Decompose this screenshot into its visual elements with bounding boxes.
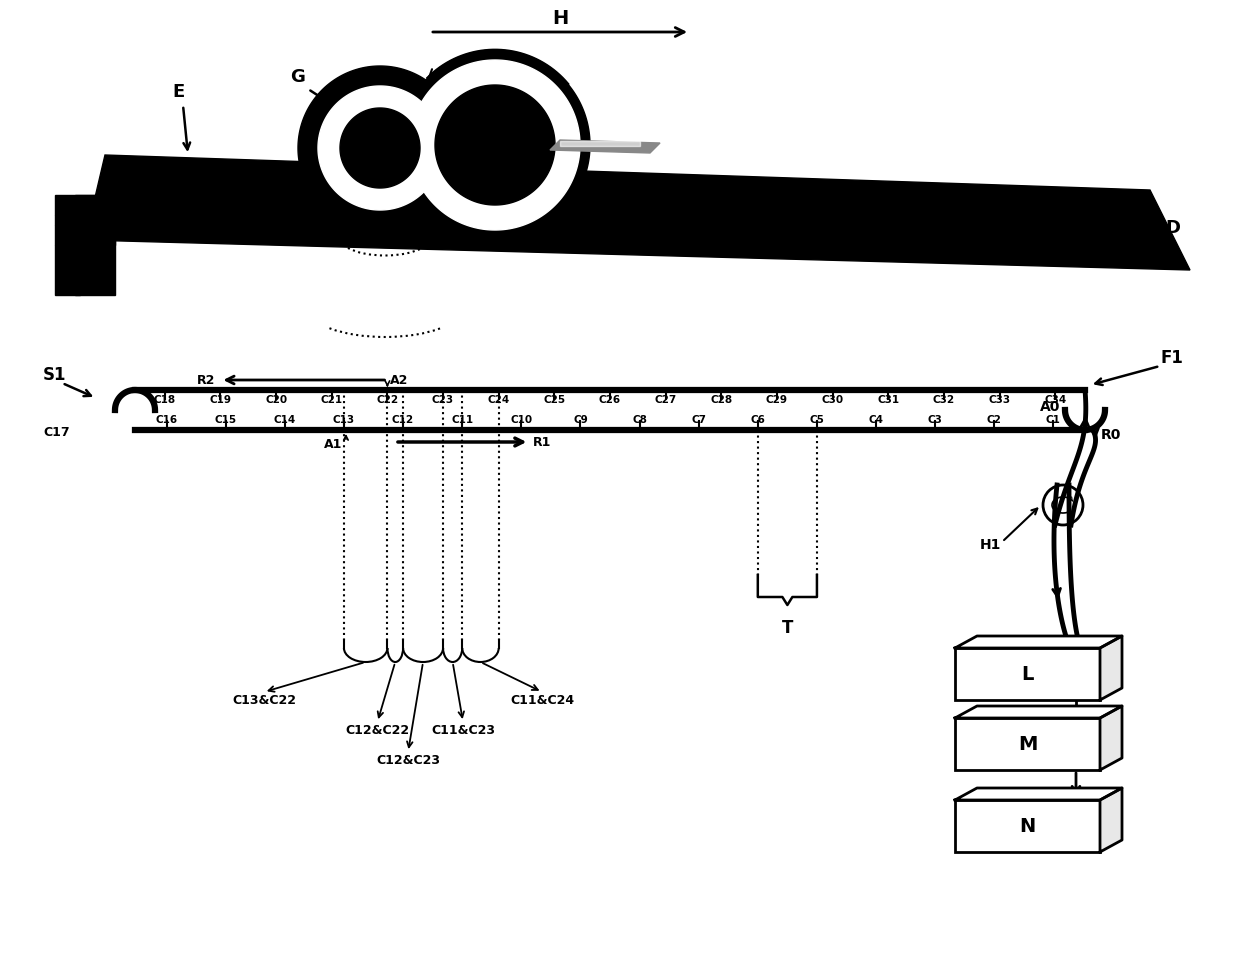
Text: C26: C26 [599, 395, 621, 405]
Text: C25: C25 [543, 395, 565, 405]
Text: A1: A1 [324, 437, 342, 451]
Text: C4: C4 [868, 415, 884, 425]
FancyBboxPatch shape [955, 648, 1100, 700]
Text: C12&C22: C12&C22 [346, 723, 409, 737]
Polygon shape [401, 50, 590, 240]
Polygon shape [86, 155, 1190, 270]
Text: H1: H1 [980, 538, 1002, 552]
Text: M: M [1018, 735, 1037, 753]
Polygon shape [1100, 788, 1122, 852]
Text: A0: A0 [1040, 400, 1060, 413]
Text: C10: C10 [510, 415, 532, 425]
Polygon shape [55, 245, 81, 295]
Polygon shape [55, 225, 115, 245]
Polygon shape [551, 140, 660, 153]
Text: E: E [172, 83, 185, 101]
Text: S1: S1 [43, 366, 67, 384]
Polygon shape [55, 195, 115, 215]
Text: C23: C23 [432, 395, 454, 405]
Text: A2: A2 [391, 373, 409, 387]
Polygon shape [1100, 636, 1122, 700]
Text: C28: C28 [711, 395, 733, 405]
Text: C9: C9 [573, 415, 588, 425]
Text: C18: C18 [154, 395, 176, 405]
Text: C24: C24 [487, 395, 510, 405]
Polygon shape [560, 141, 640, 146]
Text: C12&C23: C12&C23 [376, 753, 440, 767]
Text: C20: C20 [265, 395, 288, 405]
FancyBboxPatch shape [955, 800, 1100, 852]
Text: G: G [290, 68, 305, 86]
Polygon shape [955, 788, 1122, 800]
Text: D: D [1166, 219, 1180, 237]
Text: C27: C27 [655, 395, 677, 405]
Polygon shape [410, 60, 580, 230]
Text: C14: C14 [274, 415, 296, 425]
Text: C11&C23: C11&C23 [432, 723, 495, 737]
Polygon shape [955, 636, 1122, 648]
Text: R0: R0 [1101, 429, 1121, 442]
Text: R2: R2 [197, 373, 216, 387]
Polygon shape [1100, 706, 1122, 770]
Text: C12: C12 [392, 415, 414, 425]
Polygon shape [298, 66, 463, 230]
Text: L: L [1022, 664, 1034, 683]
Polygon shape [340, 108, 420, 188]
Text: C34: C34 [1044, 395, 1066, 405]
Text: C33: C33 [988, 395, 1011, 405]
FancyBboxPatch shape [955, 718, 1100, 770]
Text: C13&C22: C13&C22 [232, 694, 296, 706]
Text: C6: C6 [750, 415, 765, 425]
Text: N: N [1019, 816, 1035, 835]
Text: C22: C22 [377, 395, 398, 405]
Text: C1: C1 [1047, 415, 1061, 425]
Text: T: T [781, 619, 794, 637]
Text: C2: C2 [987, 415, 1002, 425]
Text: C32: C32 [932, 395, 955, 405]
Text: R1: R1 [533, 435, 552, 449]
Text: C17: C17 [43, 427, 69, 439]
Text: C5: C5 [810, 415, 825, 425]
Polygon shape [74, 195, 115, 295]
Text: C8: C8 [632, 415, 647, 425]
Text: C13: C13 [332, 415, 355, 425]
Polygon shape [955, 706, 1122, 718]
Text: C11&C24: C11&C24 [510, 694, 574, 706]
Text: C15: C15 [215, 415, 237, 425]
Polygon shape [317, 86, 441, 210]
Text: C31: C31 [877, 395, 899, 405]
Text: C30: C30 [822, 395, 843, 405]
Text: C21: C21 [321, 395, 342, 405]
Text: F1: F1 [1159, 349, 1183, 367]
Text: C3: C3 [928, 415, 942, 425]
Text: H: H [552, 9, 568, 28]
Text: C16: C16 [155, 415, 177, 425]
Text: C7: C7 [691, 415, 707, 425]
Polygon shape [435, 85, 556, 205]
Polygon shape [55, 215, 81, 225]
Text: C19: C19 [210, 395, 232, 405]
Text: C11: C11 [451, 415, 474, 425]
Text: C29: C29 [766, 395, 787, 405]
